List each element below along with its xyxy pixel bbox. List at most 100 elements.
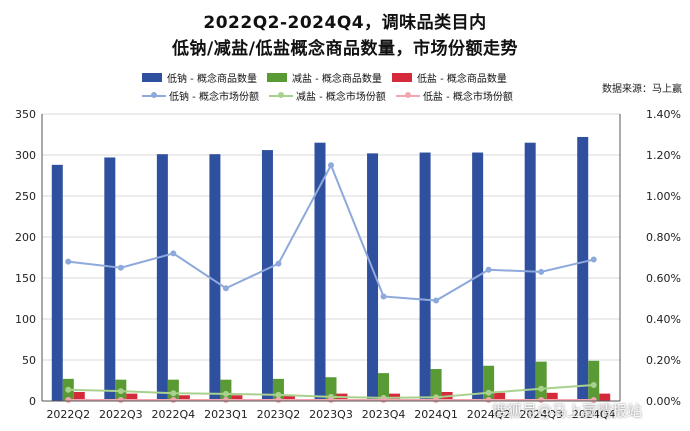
line-point (485, 396, 492, 403)
x-tick-label: 2022Q3 (99, 408, 143, 421)
y-left-tick-label: 100 (15, 313, 36, 326)
bar (314, 142, 326, 401)
line-point (538, 268, 545, 275)
x-tick-label: 2024Q3 (519, 408, 563, 421)
legend-label: 减盐 - 概念市场份额 (295, 92, 386, 103)
x-tick-label: 2024Q2 (467, 408, 511, 421)
y-right-tick-label: 1.20% (646, 149, 681, 162)
bar (272, 378, 284, 401)
x-tick-label: 2023Q2 (257, 408, 301, 421)
bar (51, 164, 63, 401)
y-left-tick-label: 0 (29, 395, 36, 408)
bar (483, 365, 495, 401)
line-point (222, 285, 229, 292)
line-point (117, 388, 124, 395)
y-right-tick-label: 0.20% (646, 354, 681, 367)
chart-subtitle: 低钠/减盐/低盐概念商品数量，市场份额走势 (172, 39, 518, 59)
legend-item-low-salt-count: 低盐 - 概念商品数量 (391, 70, 507, 85)
line-point (328, 162, 334, 169)
line-point (328, 396, 334, 403)
legend-label: 减盐 - 概念商品数量 (291, 74, 382, 85)
x-tick-label: 2023Q3 (309, 408, 353, 421)
y-right-tick-label: 1.00% (646, 190, 681, 203)
data-source: 数据来源：马上赢 (602, 84, 682, 95)
line-point (117, 264, 124, 271)
legend-line-swatch (268, 91, 293, 100)
y-right-tick-label: 0.60% (646, 272, 681, 285)
line-point (590, 382, 597, 389)
bar (156, 154, 168, 401)
line-point (485, 266, 492, 273)
y-right-tick-label: 0.40% (646, 313, 681, 326)
line-point (380, 396, 387, 403)
bar (546, 392, 558, 401)
line-point (170, 250, 177, 257)
x-tick-label: 2024Q1 (414, 408, 458, 421)
bar (220, 379, 232, 401)
line-point (433, 297, 440, 304)
bar (325, 377, 337, 401)
x-tick-label: 2022Q4 (152, 408, 196, 421)
chart-title: 2022Q2-2024Q4，调味品类目内 (203, 13, 487, 33)
line-point (380, 293, 387, 300)
series-line (68, 162, 594, 302)
legend-line-swatch (395, 91, 420, 100)
line-point (170, 396, 177, 403)
x-tick-label: 2023Q1 (204, 408, 248, 421)
line-point (65, 386, 72, 393)
legend-lines: 低钠 - 概念市场份额 减盐 - 概念市场份额 低盐 - 概念市场份额 (142, 88, 523, 103)
y-left-tick-label: 300 (15, 149, 36, 162)
line-point (222, 390, 229, 397)
x-tick-label: 2022Q2 (46, 408, 90, 421)
legend-label: 低盐 - 概念市场份额 (422, 92, 513, 103)
legend-item-low-salt-share: 低盐 - 概念市场份额 (395, 88, 513, 103)
bar (231, 395, 243, 401)
line-point (433, 396, 440, 403)
legend-item-low-sodium-share: 低钠 - 概念市场份额 (142, 88, 259, 103)
legend-item-low-sodium-count: 低钠 - 概念商品数量 (142, 70, 257, 85)
y-right-tick-label: 1.40% (646, 108, 681, 121)
legend-item-reduced-salt-count: 减盐 - 概念商品数量 (266, 70, 382, 85)
legend-label: 低钠 - 概念市场份额 (169, 92, 259, 103)
x-tick-label: 2023Q4 (362, 408, 406, 421)
line-point (590, 256, 597, 263)
bar (261, 150, 273, 401)
y-left-tick-label: 50 (22, 354, 36, 367)
bar (535, 361, 547, 401)
line-point (65, 396, 72, 403)
line-point (275, 391, 282, 398)
bar (419, 152, 431, 401)
bar (283, 396, 295, 401)
legend-label: 低盐 - 概念商品数量 (416, 74, 507, 85)
x-tick-label: 2024Q4 (572, 408, 616, 421)
bar (494, 392, 506, 401)
line-point (170, 390, 177, 397)
bar (430, 369, 442, 401)
y-left-tick-label: 250 (15, 190, 36, 203)
bar (577, 136, 589, 401)
line-point (275, 260, 282, 267)
legend-swatch (391, 73, 412, 82)
bar (209, 154, 221, 401)
y-left-tick-label: 350 (15, 108, 36, 121)
line-point (538, 385, 545, 392)
bar (588, 360, 600, 401)
line-point (117, 396, 124, 403)
legend-line-swatch (142, 91, 166, 100)
line-point (275, 396, 282, 403)
y-left-tick-label: 200 (15, 231, 36, 244)
legend-swatch (266, 73, 287, 82)
line-point (485, 389, 492, 396)
y-right-tick-label: 0.80% (646, 231, 681, 244)
bar (104, 157, 116, 401)
bar (378, 373, 390, 401)
bar (73, 391, 85, 401)
y-right-tick-label: 0.00% (646, 395, 681, 408)
bar (178, 395, 190, 401)
watermark: 搜狐号@马上赢情报站 (492, 402, 643, 420)
legend-label: 低钠 - 概念商品数量 (167, 74, 257, 85)
legend-swatch (142, 73, 162, 82)
line-point (65, 258, 72, 265)
line-point (222, 396, 229, 403)
